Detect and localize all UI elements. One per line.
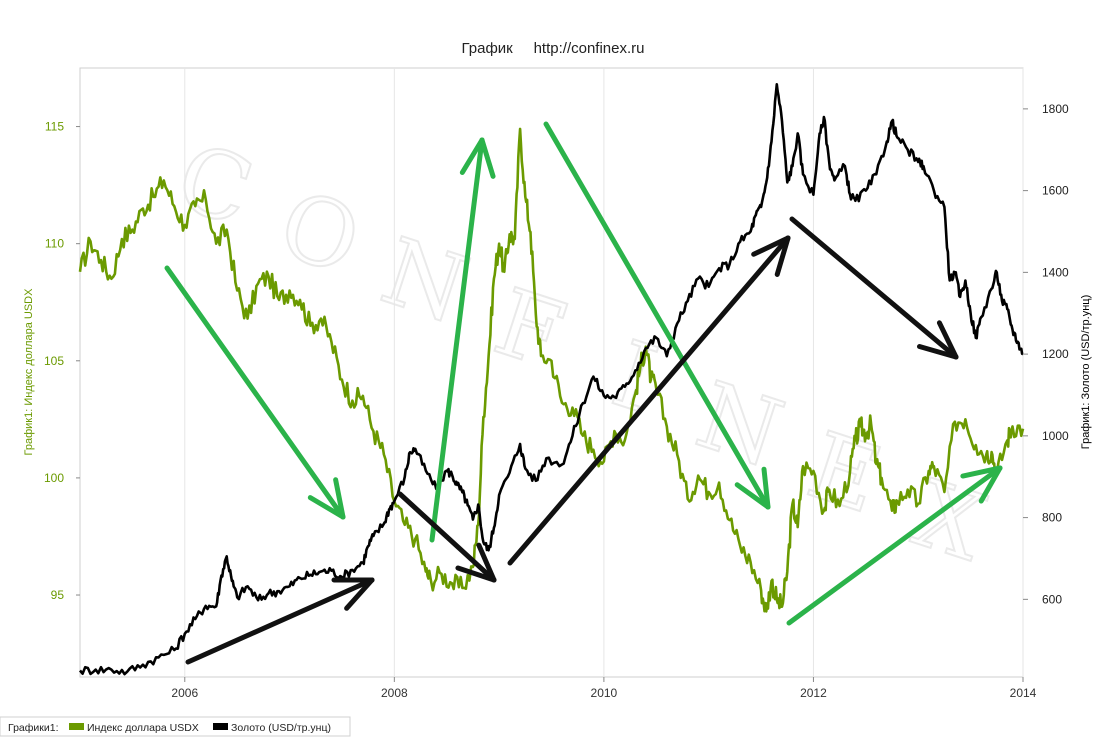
right-tick-label: 600	[1042, 592, 1062, 606]
arrow-head	[344, 577, 375, 611]
x-axis: 2006 2008 2010 2012 2014	[171, 677, 1037, 700]
left-tick-label: 95	[51, 588, 65, 602]
left-y-axis: 95 100 105 110 115	[44, 120, 80, 602]
right-tick-label: 1600	[1042, 184, 1069, 198]
trend-arrows	[164, 121, 1003, 665]
left-tick-label: 105	[44, 354, 64, 368]
left-axis-title: График1: Индекс доллара USDX	[23, 288, 35, 456]
green-arrow-usdx-up-2	[786, 465, 1003, 626]
arrow-shaft	[397, 491, 497, 583]
left-tick-label: 110	[45, 237, 64, 251]
arrow-head	[960, 465, 1003, 479]
black-arrow-gold-up-2	[507, 235, 791, 566]
arrow-head	[734, 482, 771, 510]
black-arrow-gold-down-1	[397, 491, 497, 583]
x-tick-label: 2010	[591, 686, 618, 700]
green-arrow-usdx-down-2	[543, 121, 771, 510]
right-tick-label: 1400	[1042, 265, 1069, 279]
legend-swatch-gold	[213, 723, 228, 730]
series-layer	[78, 83, 1025, 676]
black-arrow-gold-up-1	[185, 577, 375, 665]
arrow-head	[333, 477, 346, 520]
legend-label-gold: Золото (USD/тр.унц)	[231, 722, 331, 734]
left-tick-label: 100	[44, 471, 64, 485]
arrow-head	[936, 320, 959, 360]
right-axis-title: График1: Золото (USD/тр.унц)	[1080, 295, 1092, 450]
right-tick-label: 1200	[1042, 347, 1069, 361]
x-tick-label: 2012	[800, 686, 827, 700]
arrow-shaft	[185, 577, 375, 665]
right-tick-label: 800	[1042, 511, 1062, 525]
green-arrow-usdx-up	[429, 137, 496, 543]
x-tick-label: 2014	[1010, 686, 1037, 700]
legend-frame	[0, 716, 351, 737]
arrow-head	[916, 344, 959, 360]
left-tick-label: 115	[45, 120, 64, 134]
arrow-head	[476, 542, 497, 583]
right-tick-label: 1000	[1042, 429, 1069, 443]
legend-prefix: Графики1:	[8, 722, 59, 734]
legend-label-usdx: Индекс доллара USDX	[87, 722, 199, 734]
arrow-shaft	[164, 265, 346, 520]
arrow-shaft	[507, 235, 791, 566]
green-arrow-usdx-down-1	[164, 265, 346, 520]
x-tick-label: 2008	[381, 686, 408, 700]
arrow-head	[479, 137, 496, 179]
right-y-axis: 600 800 1000 1200 1400 1600 1800	[1023, 102, 1069, 606]
right-tick-label: 1800	[1042, 102, 1069, 116]
chart-title: График http://confinex.ru	[462, 40, 645, 57]
x-tick-label: 2006	[171, 686, 198, 700]
arrow-shaft	[543, 121, 771, 510]
arrow-shaft	[789, 216, 959, 360]
legend: Графики1: Индекс доллара USDX Золото (US…	[0, 716, 1109, 738]
black-arrow-gold-down-2	[789, 216, 959, 360]
arrow-head	[761, 466, 771, 510]
arrow-head	[774, 235, 791, 277]
arrow-head	[455, 565, 497, 583]
arrow-head	[978, 465, 1003, 504]
arrow-shaft	[429, 137, 485, 543]
arrow-head	[751, 235, 791, 257]
arrow-head	[459, 137, 485, 176]
series-gold-line	[78, 83, 1024, 676]
legend-swatch-usdx	[69, 723, 84, 730]
x-gridlines	[184, 68, 1024, 677]
arrow-shaft	[786, 465, 1003, 626]
arrow-head	[307, 495, 346, 520]
